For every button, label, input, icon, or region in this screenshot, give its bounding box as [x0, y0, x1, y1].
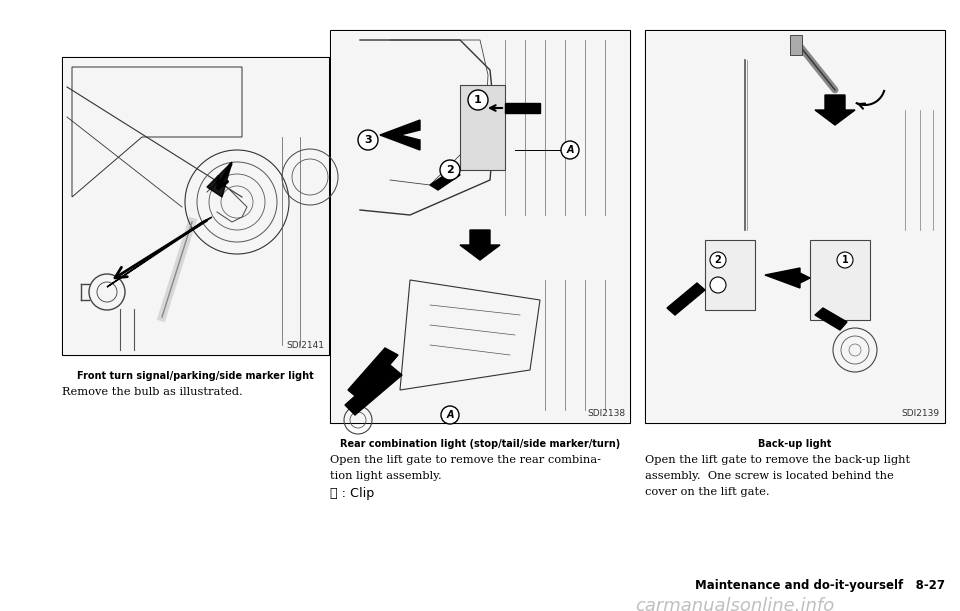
Circle shape: [468, 90, 488, 110]
Bar: [810, 240, 870, 320]
Bar: [646, 31, 944, 422]
Bar: [790, 35, 802, 55]
Circle shape: [358, 130, 378, 150]
Text: carmanualsonline.info: carmanualsonline.info: [635, 597, 834, 611]
Text: Open the lift gate to remove the back-up light: Open the lift gate to remove the back-up…: [645, 455, 910, 465]
Polygon shape: [765, 268, 810, 288]
Polygon shape: [815, 95, 855, 125]
Circle shape: [710, 277, 726, 293]
Bar: [645, 30, 945, 423]
Text: cover on the lift gate.: cover on the lift gate.: [645, 487, 770, 497]
Bar: [460, 85, 505, 170]
Text: assembly.  One screw is located behind the: assembly. One screw is located behind th…: [645, 471, 894, 481]
Text: SDI2139: SDI2139: [901, 409, 940, 418]
Polygon shape: [460, 230, 500, 260]
Text: Back-up light: Back-up light: [758, 439, 831, 449]
Circle shape: [710, 252, 726, 268]
Text: 1: 1: [842, 255, 849, 265]
Polygon shape: [667, 283, 705, 315]
Polygon shape: [207, 162, 232, 197]
Text: 2: 2: [446, 165, 454, 175]
Circle shape: [561, 141, 579, 159]
Text: 3: 3: [364, 135, 372, 145]
Circle shape: [440, 160, 460, 180]
Polygon shape: [345, 365, 402, 415]
Text: tion light assembly.: tion light assembly.: [330, 471, 442, 481]
Text: Ⓐ : Clip: Ⓐ : Clip: [330, 487, 374, 500]
Text: SDI2141: SDI2141: [286, 341, 324, 350]
Text: Front turn signal/parking/side marker light: Front turn signal/parking/side marker li…: [77, 371, 314, 381]
Text: Open the lift gate to remove the rear combina-: Open the lift gate to remove the rear co…: [330, 455, 601, 465]
Bar: [63, 58, 328, 354]
Polygon shape: [430, 168, 460, 190]
Polygon shape: [815, 308, 847, 330]
Bar: [330, 30, 630, 423]
Text: SDI2138: SDI2138: [587, 409, 625, 418]
Polygon shape: [505, 103, 540, 113]
Bar: [331, 31, 629, 422]
Circle shape: [441, 406, 459, 424]
Text: Rear combination light (stop/tail/side marker/turn): Rear combination light (stop/tail/side m…: [340, 439, 620, 449]
Polygon shape: [107, 217, 212, 287]
Text: Remove the bulb as illustrated.: Remove the bulb as illustrated.: [62, 387, 243, 397]
Bar: [62, 57, 329, 355]
Text: 2: 2: [714, 255, 721, 265]
Text: 1: 1: [474, 95, 482, 105]
Bar: [705, 240, 755, 310]
Circle shape: [837, 252, 853, 268]
Polygon shape: [348, 348, 398, 400]
Text: A: A: [446, 410, 454, 420]
Text: A: A: [566, 145, 574, 155]
Polygon shape: [380, 120, 420, 150]
Text: Maintenance and do-it-yourself   8-27: Maintenance and do-it-yourself 8-27: [695, 579, 945, 592]
